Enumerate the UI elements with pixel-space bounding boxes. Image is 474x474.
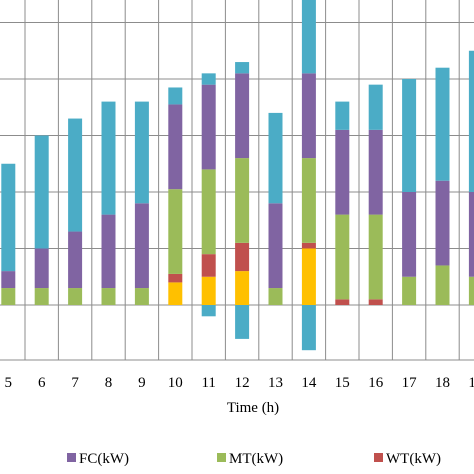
legend-swatch [67, 453, 76, 462]
bar-segment [368, 214, 383, 300]
bar-segment [168, 189, 183, 274]
bar-segment [168, 87, 183, 105]
bar-segment [235, 62, 250, 74]
bar-segment-negative [235, 305, 250, 339]
bar-segment [1, 288, 16, 305]
x-tick-label: 9 [138, 375, 146, 391]
bar-segment [68, 231, 83, 289]
legend-label: FC(kW) [79, 451, 129, 467]
x-tick-label: 5 [5, 375, 13, 391]
bar-segment [1, 163, 16, 272]
bar-segment [201, 169, 216, 255]
bar-segment [335, 101, 350, 130]
bar-segment [34, 248, 49, 289]
bar-segment [68, 118, 83, 232]
x-tick-label: 13 [268, 375, 283, 391]
x-tick-label: 14 [301, 375, 317, 391]
bar-segment [1, 271, 16, 289]
legend-label: MT(kW) [229, 451, 283, 467]
chart-legend: FC(kW) MT(kW) WT(kW) [67, 451, 441, 467]
legend-label: WT(kW) [386, 451, 441, 467]
bar-segment [201, 276, 216, 305]
bar-segment [435, 180, 450, 266]
bar-segment [402, 79, 417, 192]
x-tick-label: 11 [201, 375, 215, 391]
bar-segment [34, 288, 49, 305]
bar-segment [201, 73, 216, 85]
bar-segment [235, 73, 250, 159]
bar-segment [301, 158, 316, 243]
bar-segment [402, 192, 417, 277]
bar-segment [201, 84, 216, 170]
x-tick-label: 17 [402, 375, 418, 391]
bar-segment [335, 214, 350, 300]
bar-segment [335, 129, 350, 215]
bar-segment [301, 0, 316, 74]
bar-segment-negative [201, 305, 216, 317]
bar-segment [168, 104, 183, 190]
x-tick-label: 6 [38, 375, 46, 391]
bar-segment [468, 276, 474, 305]
x-tick-label: 16 [368, 375, 384, 391]
bar-segment-negative [301, 305, 316, 351]
x-tick-labels: 5 6 7 8 9 10 11 12 13 14 15 16 17 18 19 [5, 375, 474, 391]
bar-segment [301, 73, 316, 159]
bar-segment [268, 203, 283, 289]
bar-segment [435, 67, 450, 181]
bar-segment [34, 135, 49, 249]
bar-segment [101, 101, 116, 215]
bar-segment [134, 101, 149, 204]
bar-segment [468, 192, 474, 277]
x-tick-label: 8 [105, 375, 113, 391]
x-axis-title: Time (h) [227, 400, 279, 416]
bar-segment [168, 282, 183, 305]
bar-segment [368, 84, 383, 130]
bar-segment [201, 254, 216, 277]
bar-segment [268, 112, 283, 204]
x-tick-label: 10 [168, 375, 183, 391]
bar-segment [402, 276, 417, 305]
bar-segment [301, 242, 316, 249]
x-tick-label: 19 [468, 375, 474, 391]
bar-segment [368, 129, 383, 215]
bar-segment [134, 203, 149, 289]
x-tick-label: 12 [235, 375, 250, 391]
bar-segment [235, 271, 250, 305]
bar-segment [168, 273, 183, 283]
legend-swatch [217, 453, 226, 462]
bar-segment [134, 288, 149, 305]
bar-segment [368, 299, 383, 305]
x-tick-label: 7 [71, 375, 79, 391]
x-tick-label: 15 [335, 375, 350, 391]
bar-segment [268, 288, 283, 305]
bar-segment [68, 288, 83, 305]
bar-segment [335, 299, 350, 305]
legend-swatch [374, 453, 383, 462]
bar-segment [101, 288, 116, 305]
chart-bars [1, 0, 474, 351]
bar-segment [435, 265, 450, 305]
bar-segment [235, 158, 250, 243]
bar-segment [101, 214, 116, 289]
x-tick-label: 18 [435, 375, 450, 391]
bar-segment [468, 50, 474, 192]
bar-segment [301, 248, 316, 305]
bar-segment [235, 242, 250, 272]
